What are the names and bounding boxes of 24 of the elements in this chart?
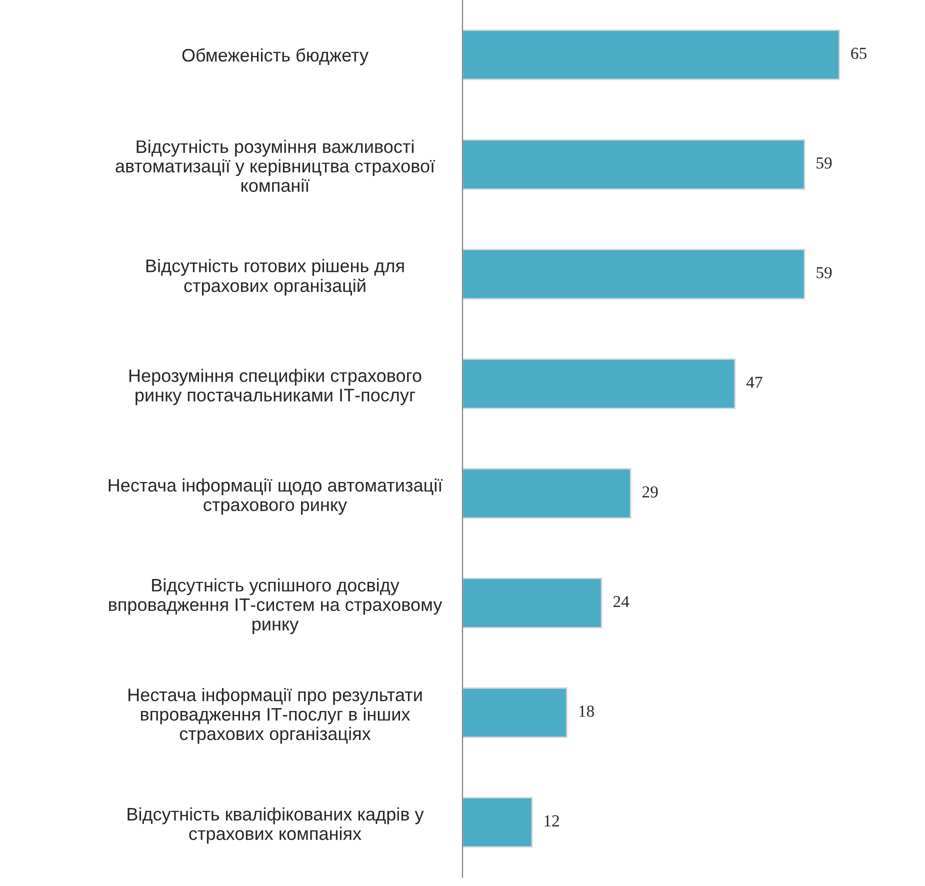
data-label: 65 bbox=[851, 48, 866, 59]
y-tick-label: Обмеженість бюджету bbox=[182, 48, 369, 66]
data-label: 47 bbox=[746, 376, 762, 388]
y-tick-label: Відсутність успішного досвіду впровадження ІТ-систем на страховому ринку bbox=[109, 578, 442, 634]
y-tick-label: Нестача інформації щодо автоматизації страхового ринку bbox=[108, 478, 442, 515]
data-label: 18 bbox=[579, 706, 594, 717]
data-label: 12 bbox=[544, 815, 559, 826]
data-label: 59 bbox=[816, 267, 832, 278]
y-tick-label: Відсутність готових рішень для страхових організацій bbox=[146, 258, 404, 296]
bar bbox=[462, 468, 632, 519]
y-tick-label: Нерозуміння специфіки страхового ринку постачальниками ІТ-послуг bbox=[129, 368, 422, 406]
data-label: 59 bbox=[816, 157, 832, 169]
bar bbox=[462, 687, 568, 738]
data-label: 29 bbox=[642, 486, 658, 498]
bar bbox=[462, 796, 533, 848]
bar bbox=[462, 248, 806, 300]
y-tick-label: Відсутність кваліфікованих кадрів у страхових компаніях bbox=[128, 807, 424, 844]
bar bbox=[462, 578, 602, 628]
bar bbox=[462, 139, 806, 190]
bar bbox=[462, 358, 736, 410]
data-label: 24 bbox=[613, 596, 630, 608]
y-tick-label: Нестача інформації про результати впровадження ІТ-послуг в інших страхових організаціях bbox=[128, 688, 422, 744]
bar bbox=[462, 29, 840, 80]
y-tick-label: Відсутність розуміння важливості автоматизації у керівництва страхової компанії bbox=[116, 140, 435, 192]
